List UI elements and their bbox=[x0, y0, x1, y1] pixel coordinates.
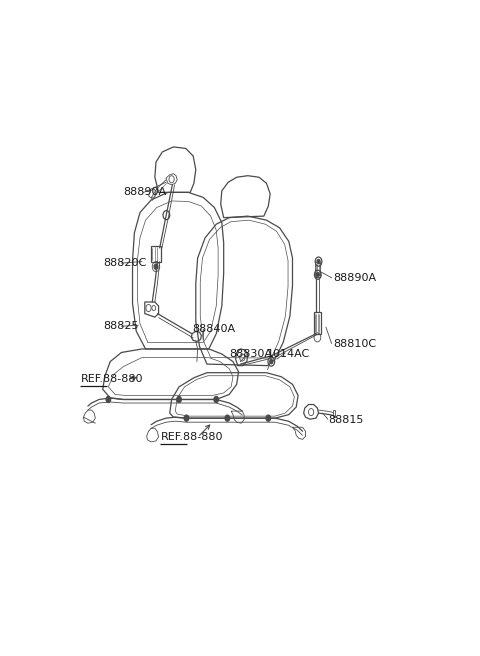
Circle shape bbox=[317, 260, 320, 264]
Text: 88890A: 88890A bbox=[123, 188, 167, 197]
Text: 88825: 88825 bbox=[103, 321, 138, 331]
Circle shape bbox=[270, 359, 273, 363]
Circle shape bbox=[177, 396, 181, 403]
Text: 88810C: 88810C bbox=[334, 339, 376, 349]
Text: REF.88-880: REF.88-880 bbox=[160, 432, 223, 442]
Text: 88890A: 88890A bbox=[334, 274, 376, 283]
Text: 88820C: 88820C bbox=[103, 258, 146, 268]
Circle shape bbox=[266, 415, 271, 421]
Text: 1014AC: 1014AC bbox=[266, 349, 310, 359]
Circle shape bbox=[214, 396, 218, 403]
Circle shape bbox=[154, 264, 158, 269]
Circle shape bbox=[316, 273, 319, 277]
Circle shape bbox=[184, 415, 189, 421]
Text: 88840A: 88840A bbox=[192, 324, 235, 334]
Circle shape bbox=[225, 415, 229, 421]
Text: 88815: 88815 bbox=[328, 415, 363, 424]
Text: REF.88-880: REF.88-880 bbox=[81, 375, 143, 384]
Circle shape bbox=[106, 396, 110, 403]
Text: 88830A: 88830A bbox=[229, 349, 272, 359]
